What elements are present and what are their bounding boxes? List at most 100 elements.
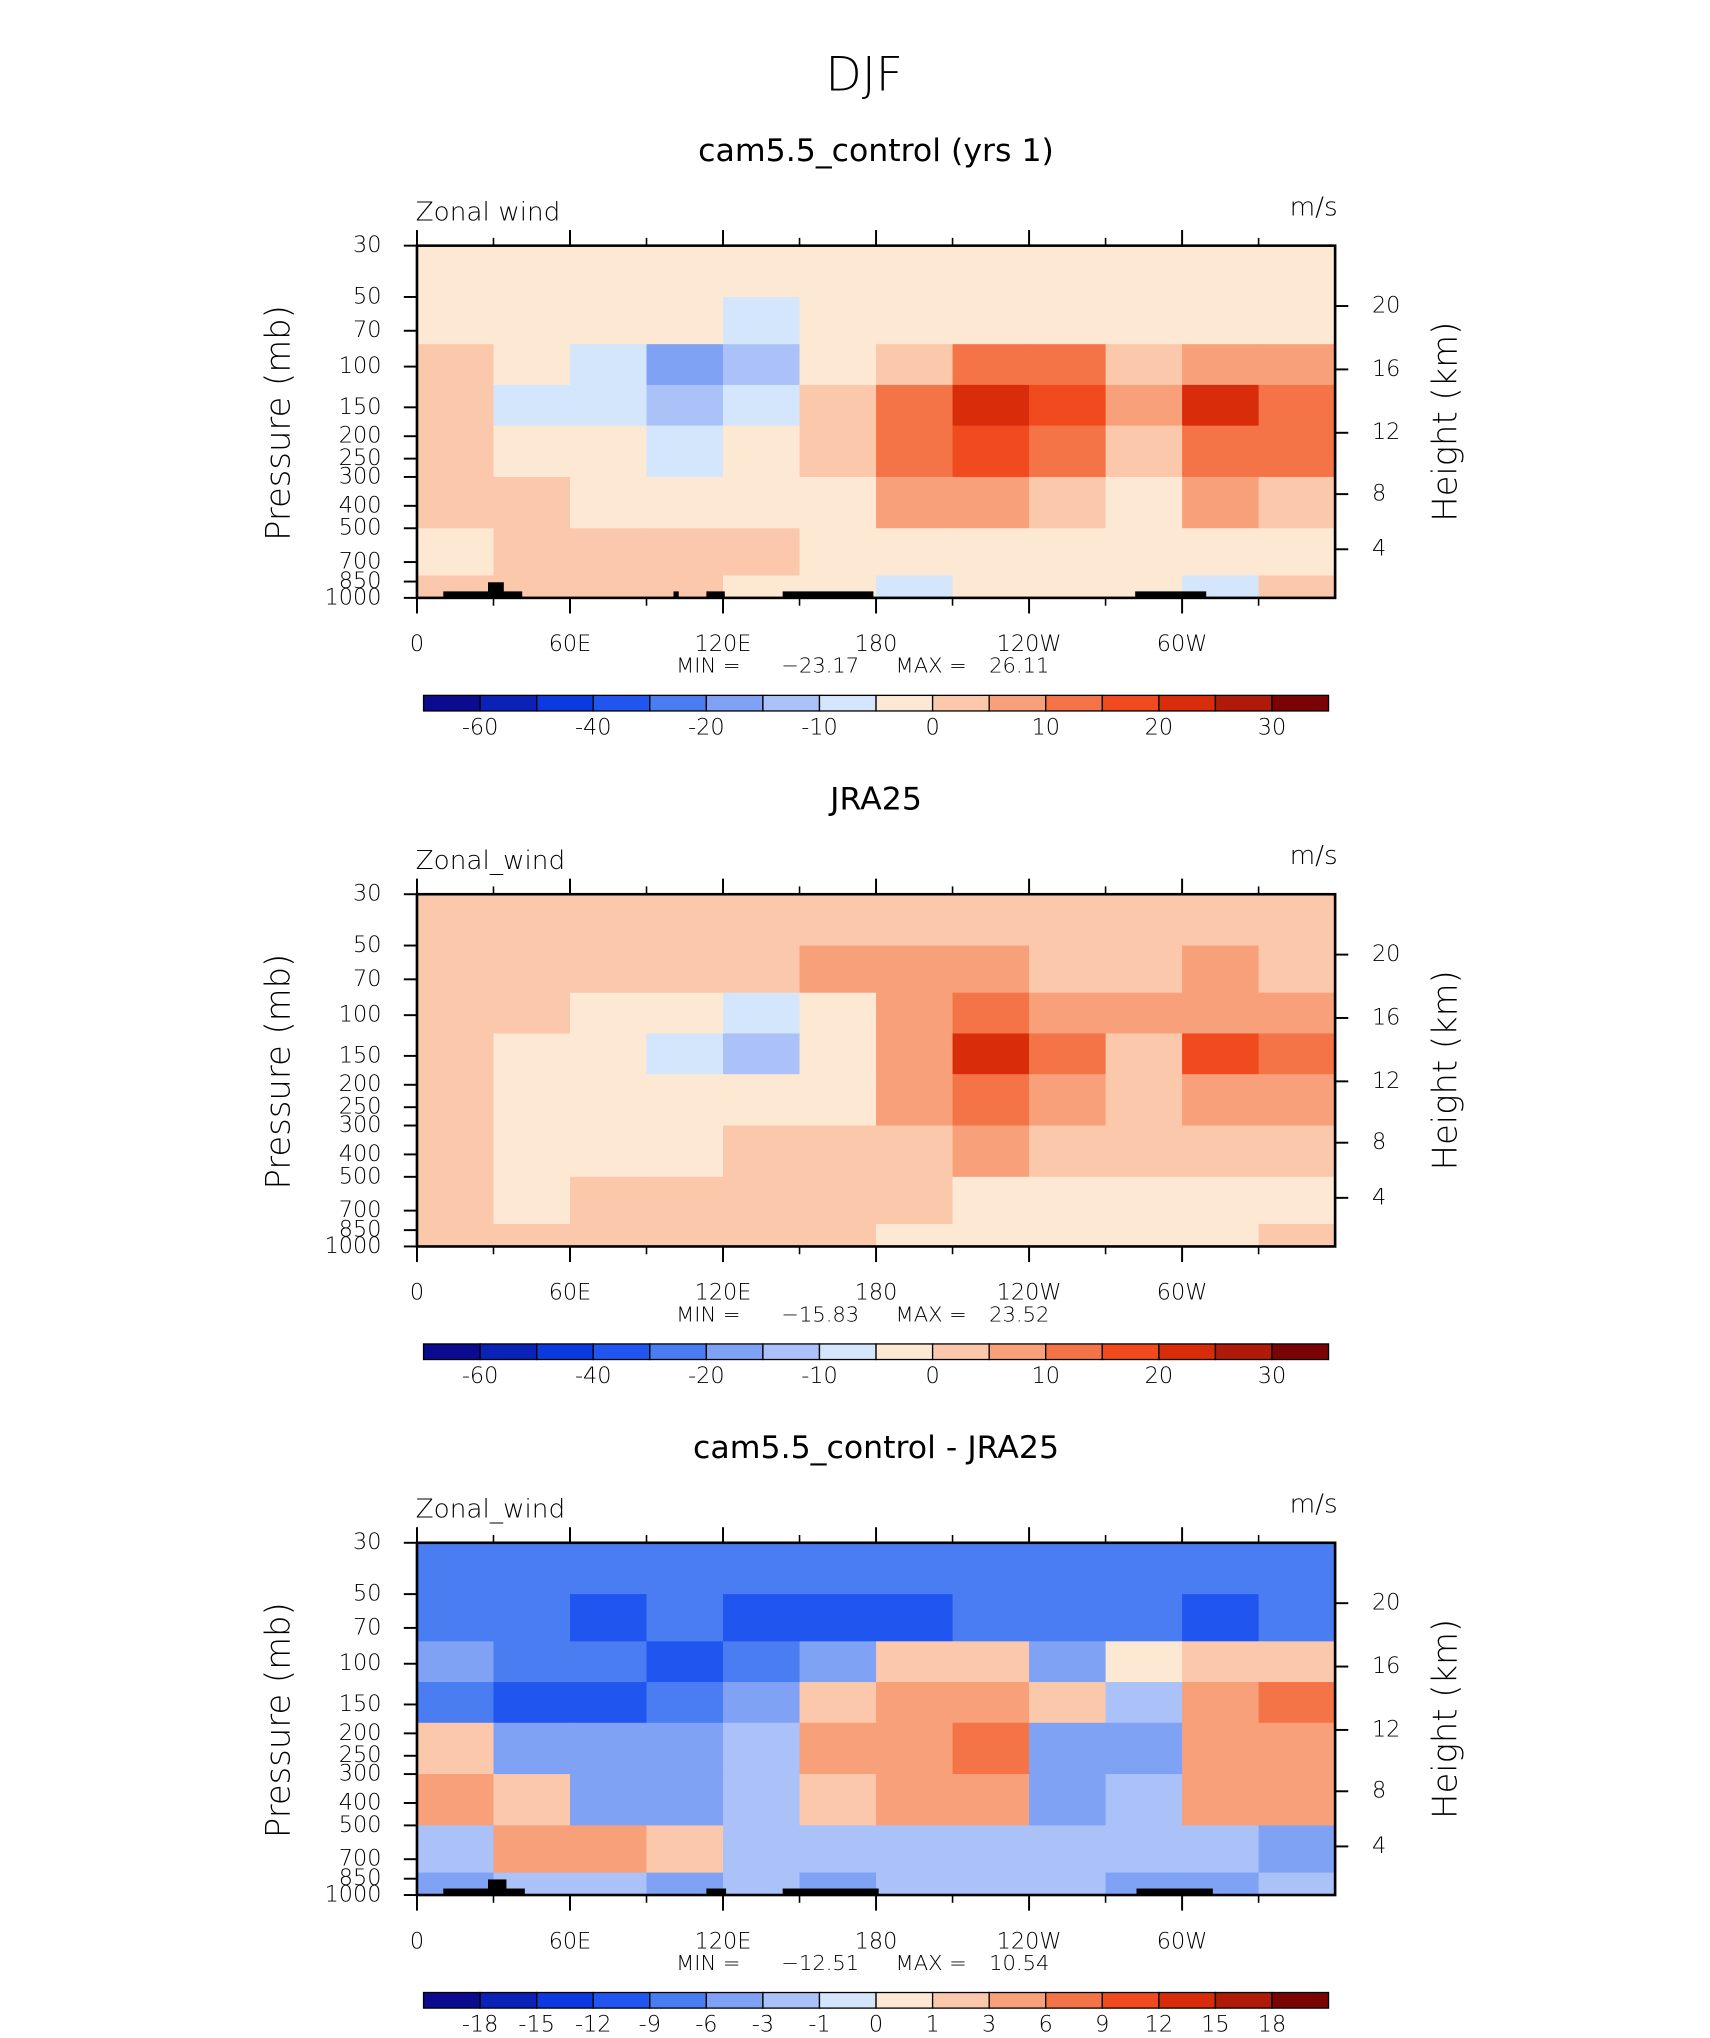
y-tick-label: 150 [339, 1691, 382, 1717]
y-tick-label: 850 [339, 1217, 382, 1243]
y-tick-label: 300 [339, 1761, 382, 1787]
field-cell [1182, 384, 1260, 427]
colorbar-box [1214, 1991, 1273, 2009]
field-cell [493, 296, 571, 345]
y-tick-label: 70 [353, 1614, 381, 1640]
field-cell [799, 1682, 877, 1724]
colorbar-box [875, 694, 934, 712]
field-cell [493, 1774, 571, 1827]
y-axis-title: Pressure (mb) [259, 954, 299, 1190]
field-cell [1182, 1176, 1260, 1225]
field-cell [876, 476, 954, 530]
field-cell [876, 1176, 954, 1225]
field-cell [570, 1774, 648, 1827]
field-cell [723, 425, 801, 478]
y-tick-label: 400 [339, 1790, 382, 1816]
field-cell [493, 894, 571, 947]
y2-tick-label: 16 [1372, 356, 1400, 382]
field-cell [876, 894, 954, 947]
y2-tick-label: 20 [1372, 1590, 1400, 1616]
colorbar-box [592, 694, 651, 712]
field-cell [1029, 1125, 1107, 1178]
colorbar-box [988, 694, 1047, 712]
field-cell [1182, 1224, 1260, 1248]
field-cell [1029, 1176, 1107, 1225]
colorbar-label: 10 [1032, 714, 1060, 740]
colorbar-box [705, 1991, 764, 2009]
field-cell [1182, 1722, 1260, 1775]
field-cell [723, 894, 801, 947]
field-cell [723, 384, 801, 427]
field-cell [1105, 1074, 1183, 1127]
field-cell [646, 1641, 724, 1683]
field-cell [1105, 1774, 1183, 1827]
field-cell [1182, 1825, 1260, 1874]
field-cell [799, 344, 877, 386]
y-axis-title: Pressure (mb) [259, 305, 299, 541]
field-cell [876, 1722, 954, 1775]
field-cell [646, 1682, 724, 1724]
colorbar-box [1101, 1991, 1160, 2009]
field-cell [416, 1125, 495, 1178]
field-cell [799, 1774, 877, 1827]
y-tick-label: 30 [353, 1529, 381, 1555]
field-cell [799, 1641, 877, 1683]
field-cell [646, 1872, 724, 1896]
field-cell [1258, 245, 1336, 298]
field-cell [1182, 425, 1260, 478]
y2-tick-label: 8 [1372, 481, 1386, 507]
field-cell [416, 476, 495, 530]
field-cell [1105, 1682, 1183, 1724]
field-cell [1105, 1224, 1183, 1248]
field-cell [646, 1594, 724, 1643]
field-cell [493, 1641, 571, 1683]
field-cell [952, 296, 1030, 345]
field-label: Zonal_wind [416, 846, 566, 876]
field-cell [1258, 1224, 1336, 1248]
field-cell [416, 1176, 495, 1225]
field-cell [952, 945, 1030, 994]
colorbar-box [479, 1991, 538, 2009]
field-cell [1029, 1722, 1107, 1775]
colorbar-label: -12 [575, 2012, 612, 2038]
field-cell [876, 1682, 954, 1724]
y-tick-label: 850 [339, 568, 382, 594]
field-cell [723, 528, 801, 577]
field-cell [416, 992, 495, 1035]
field-cell [723, 1224, 801, 1248]
field-cell [1182, 1033, 1260, 1075]
field-cell [723, 1682, 801, 1724]
max-value: 10.54 [989, 1951, 1049, 1975]
field-cell [1105, 245, 1183, 298]
field-cell [723, 1074, 801, 1127]
x-tick-label: 60W [1157, 1928, 1208, 1954]
field-cell [570, 1176, 648, 1225]
colorbar-label: 1 [925, 2012, 939, 2038]
x-tick-label: 60E [549, 1928, 592, 1954]
field-cell [570, 344, 648, 386]
field-cell [570, 1033, 648, 1075]
field-cell [646, 245, 724, 298]
field-cell [1029, 1872, 1107, 1896]
field-cell [646, 1125, 724, 1178]
field-cell [1182, 1641, 1260, 1683]
field-cell [1029, 575, 1107, 599]
terrain [443, 591, 523, 598]
colorbar-label: 3 [982, 2012, 996, 2038]
colorbar-label: -18 [462, 2012, 499, 2038]
field-cell [416, 1594, 495, 1643]
field-cell [876, 575, 954, 599]
units-label: m/s [1290, 193, 1338, 223]
field-cell [1258, 1176, 1336, 1225]
y2-tick-label: 4 [1372, 1833, 1386, 1859]
field-cell [1029, 1594, 1107, 1643]
terrain [1135, 591, 1207, 598]
field-cell [646, 575, 724, 599]
terrain [706, 591, 725, 598]
x-tick-label: 120E [695, 1928, 752, 1954]
y2-tick-label: 16 [1372, 1005, 1400, 1031]
field-cell [1029, 384, 1107, 427]
field-cell [952, 1224, 1030, 1248]
field-cell [723, 575, 801, 599]
colorbar-box [422, 1991, 481, 2009]
